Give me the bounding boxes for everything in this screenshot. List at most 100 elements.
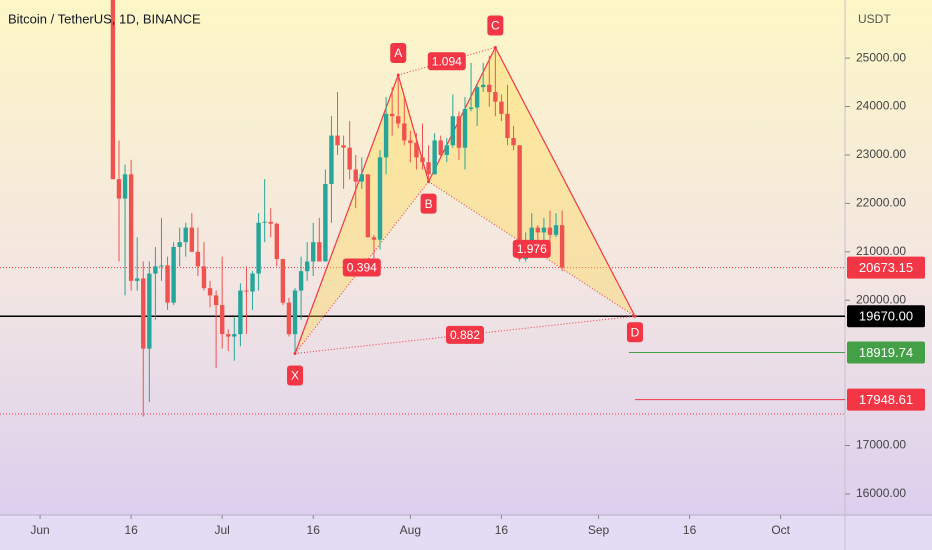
candle-body bbox=[414, 142, 419, 158]
candle-body bbox=[547, 227, 553, 235]
point-label-box bbox=[487, 15, 504, 36]
price-tag bbox=[847, 341, 925, 364]
candle-body bbox=[134, 278, 140, 281]
candle-body bbox=[383, 113, 389, 158]
candle-body bbox=[250, 273, 255, 292]
point-label-box bbox=[390, 43, 407, 64]
y-tick-label: 20000.00 bbox=[856, 292, 906, 306]
ratio-label-box bbox=[342, 258, 381, 277]
candle-body bbox=[559, 225, 565, 268]
plot-area: 0.394 1.094 1.976 0.882 X A B C D bbox=[0, 0, 845, 417]
x-tick-label: 16 bbox=[124, 523, 138, 537]
price-tag bbox=[847, 305, 925, 328]
candle-body bbox=[238, 290, 243, 335]
ratio-label: 1.976 bbox=[517, 242, 547, 256]
candle-body bbox=[262, 221, 267, 223]
candle-body bbox=[213, 295, 219, 306]
price-tag bbox=[847, 256, 925, 279]
point-label-box bbox=[420, 193, 437, 214]
candle-body bbox=[268, 221, 273, 224]
candle-body bbox=[535, 227, 541, 233]
candle-body bbox=[171, 246, 176, 303]
point-label: B bbox=[425, 197, 433, 211]
x-tick-label: 16 bbox=[495, 523, 509, 537]
x-tick-label: Jun bbox=[30, 523, 49, 537]
pattern-leg bbox=[397, 74, 430, 182]
pattern-ratio-line bbox=[398, 46, 496, 76]
candle-body bbox=[226, 334, 231, 337]
candle-body bbox=[505, 113, 510, 139]
candle-body bbox=[450, 116, 456, 146]
candle-body bbox=[256, 222, 261, 274]
candle-body bbox=[462, 108, 468, 148]
candle-body bbox=[147, 273, 152, 349]
axes: 16000.00 17000.00 20000.00 21000.00 22000.00… bbox=[30, 50, 925, 537]
candle-body bbox=[183, 227, 188, 243]
y-tick-label: 16000.00 bbox=[856, 486, 906, 500]
pattern-point bbox=[633, 314, 637, 318]
x-tick-label: 16 bbox=[307, 523, 321, 537]
x-tick-label: Aug bbox=[400, 523, 421, 537]
pattern-point bbox=[427, 180, 431, 184]
candle-body bbox=[286, 302, 292, 335]
price-tag bbox=[847, 388, 925, 411]
candle-body bbox=[426, 162, 431, 175]
point-label: D bbox=[631, 325, 640, 339]
time-axis-panel bbox=[0, 515, 932, 550]
ratio-label-box bbox=[427, 52, 466, 71]
ratio-label: 0.882 bbox=[450, 328, 480, 342]
candle-body bbox=[553, 225, 559, 235]
candle-body bbox=[359, 174, 364, 182]
ratio-label: 0.394 bbox=[347, 261, 377, 275]
candle-body bbox=[219, 305, 225, 335]
point-label-box bbox=[287, 365, 304, 386]
x-tick-label: Oct bbox=[771, 523, 790, 537]
candle-body bbox=[189, 227, 195, 252]
ratio-label-box bbox=[445, 325, 484, 344]
price-tag-label: 17948.61 bbox=[859, 392, 913, 407]
candle-body bbox=[141, 278, 146, 349]
pattern-point bbox=[493, 45, 497, 49]
x-tick-label: Jul bbox=[215, 523, 230, 537]
candle-body bbox=[304, 261, 310, 272]
point-label-box bbox=[626, 322, 643, 343]
candle-body bbox=[468, 107, 474, 109]
pattern-leg bbox=[294, 74, 399, 354]
candle-body bbox=[371, 237, 377, 240]
candle-body bbox=[159, 265, 164, 267]
price-tag-label: 19670.00 bbox=[859, 309, 913, 324]
candle-body bbox=[438, 140, 443, 155]
pattern-leg bbox=[428, 47, 496, 182]
candle-body bbox=[389, 113, 395, 117]
pattern-leg bbox=[494, 47, 636, 317]
point-label: X bbox=[291, 369, 299, 383]
candle-body bbox=[396, 116, 401, 124]
candle-body bbox=[292, 290, 298, 335]
candle-body bbox=[408, 140, 413, 143]
y-tick-label: 24000.00 bbox=[856, 99, 906, 113]
candle-body bbox=[128, 174, 134, 281]
candle-body bbox=[517, 145, 522, 260]
candle-body bbox=[432, 140, 437, 175]
candle-body bbox=[311, 242, 316, 262]
pattern-fill bbox=[295, 75, 429, 354]
point-label: A bbox=[394, 46, 402, 60]
candle-body bbox=[541, 227, 547, 233]
candle-body bbox=[280, 259, 286, 303]
candle-body bbox=[377, 157, 383, 240]
x-tick-label: 16 bbox=[683, 523, 697, 537]
candle-body bbox=[499, 101, 504, 114]
price-tag-label: 18919.74 bbox=[859, 345, 913, 360]
candle-body bbox=[177, 242, 182, 247]
candle-body bbox=[195, 251, 201, 267]
y-axis-label: USDT bbox=[858, 12, 891, 26]
candle-body bbox=[402, 123, 407, 141]
candle-body bbox=[116, 179, 122, 199]
candle-body bbox=[487, 84, 492, 93]
candle-body bbox=[329, 135, 334, 185]
y-tick-label: 21000.00 bbox=[856, 244, 906, 258]
candle-body bbox=[232, 334, 237, 337]
price-tag-label: 20673.15 bbox=[859, 260, 913, 275]
y-tick-label: 23000.00 bbox=[856, 147, 906, 161]
chart-title: Bitcoin / TetherUS, 1D, BINANCE bbox=[8, 11, 201, 26]
